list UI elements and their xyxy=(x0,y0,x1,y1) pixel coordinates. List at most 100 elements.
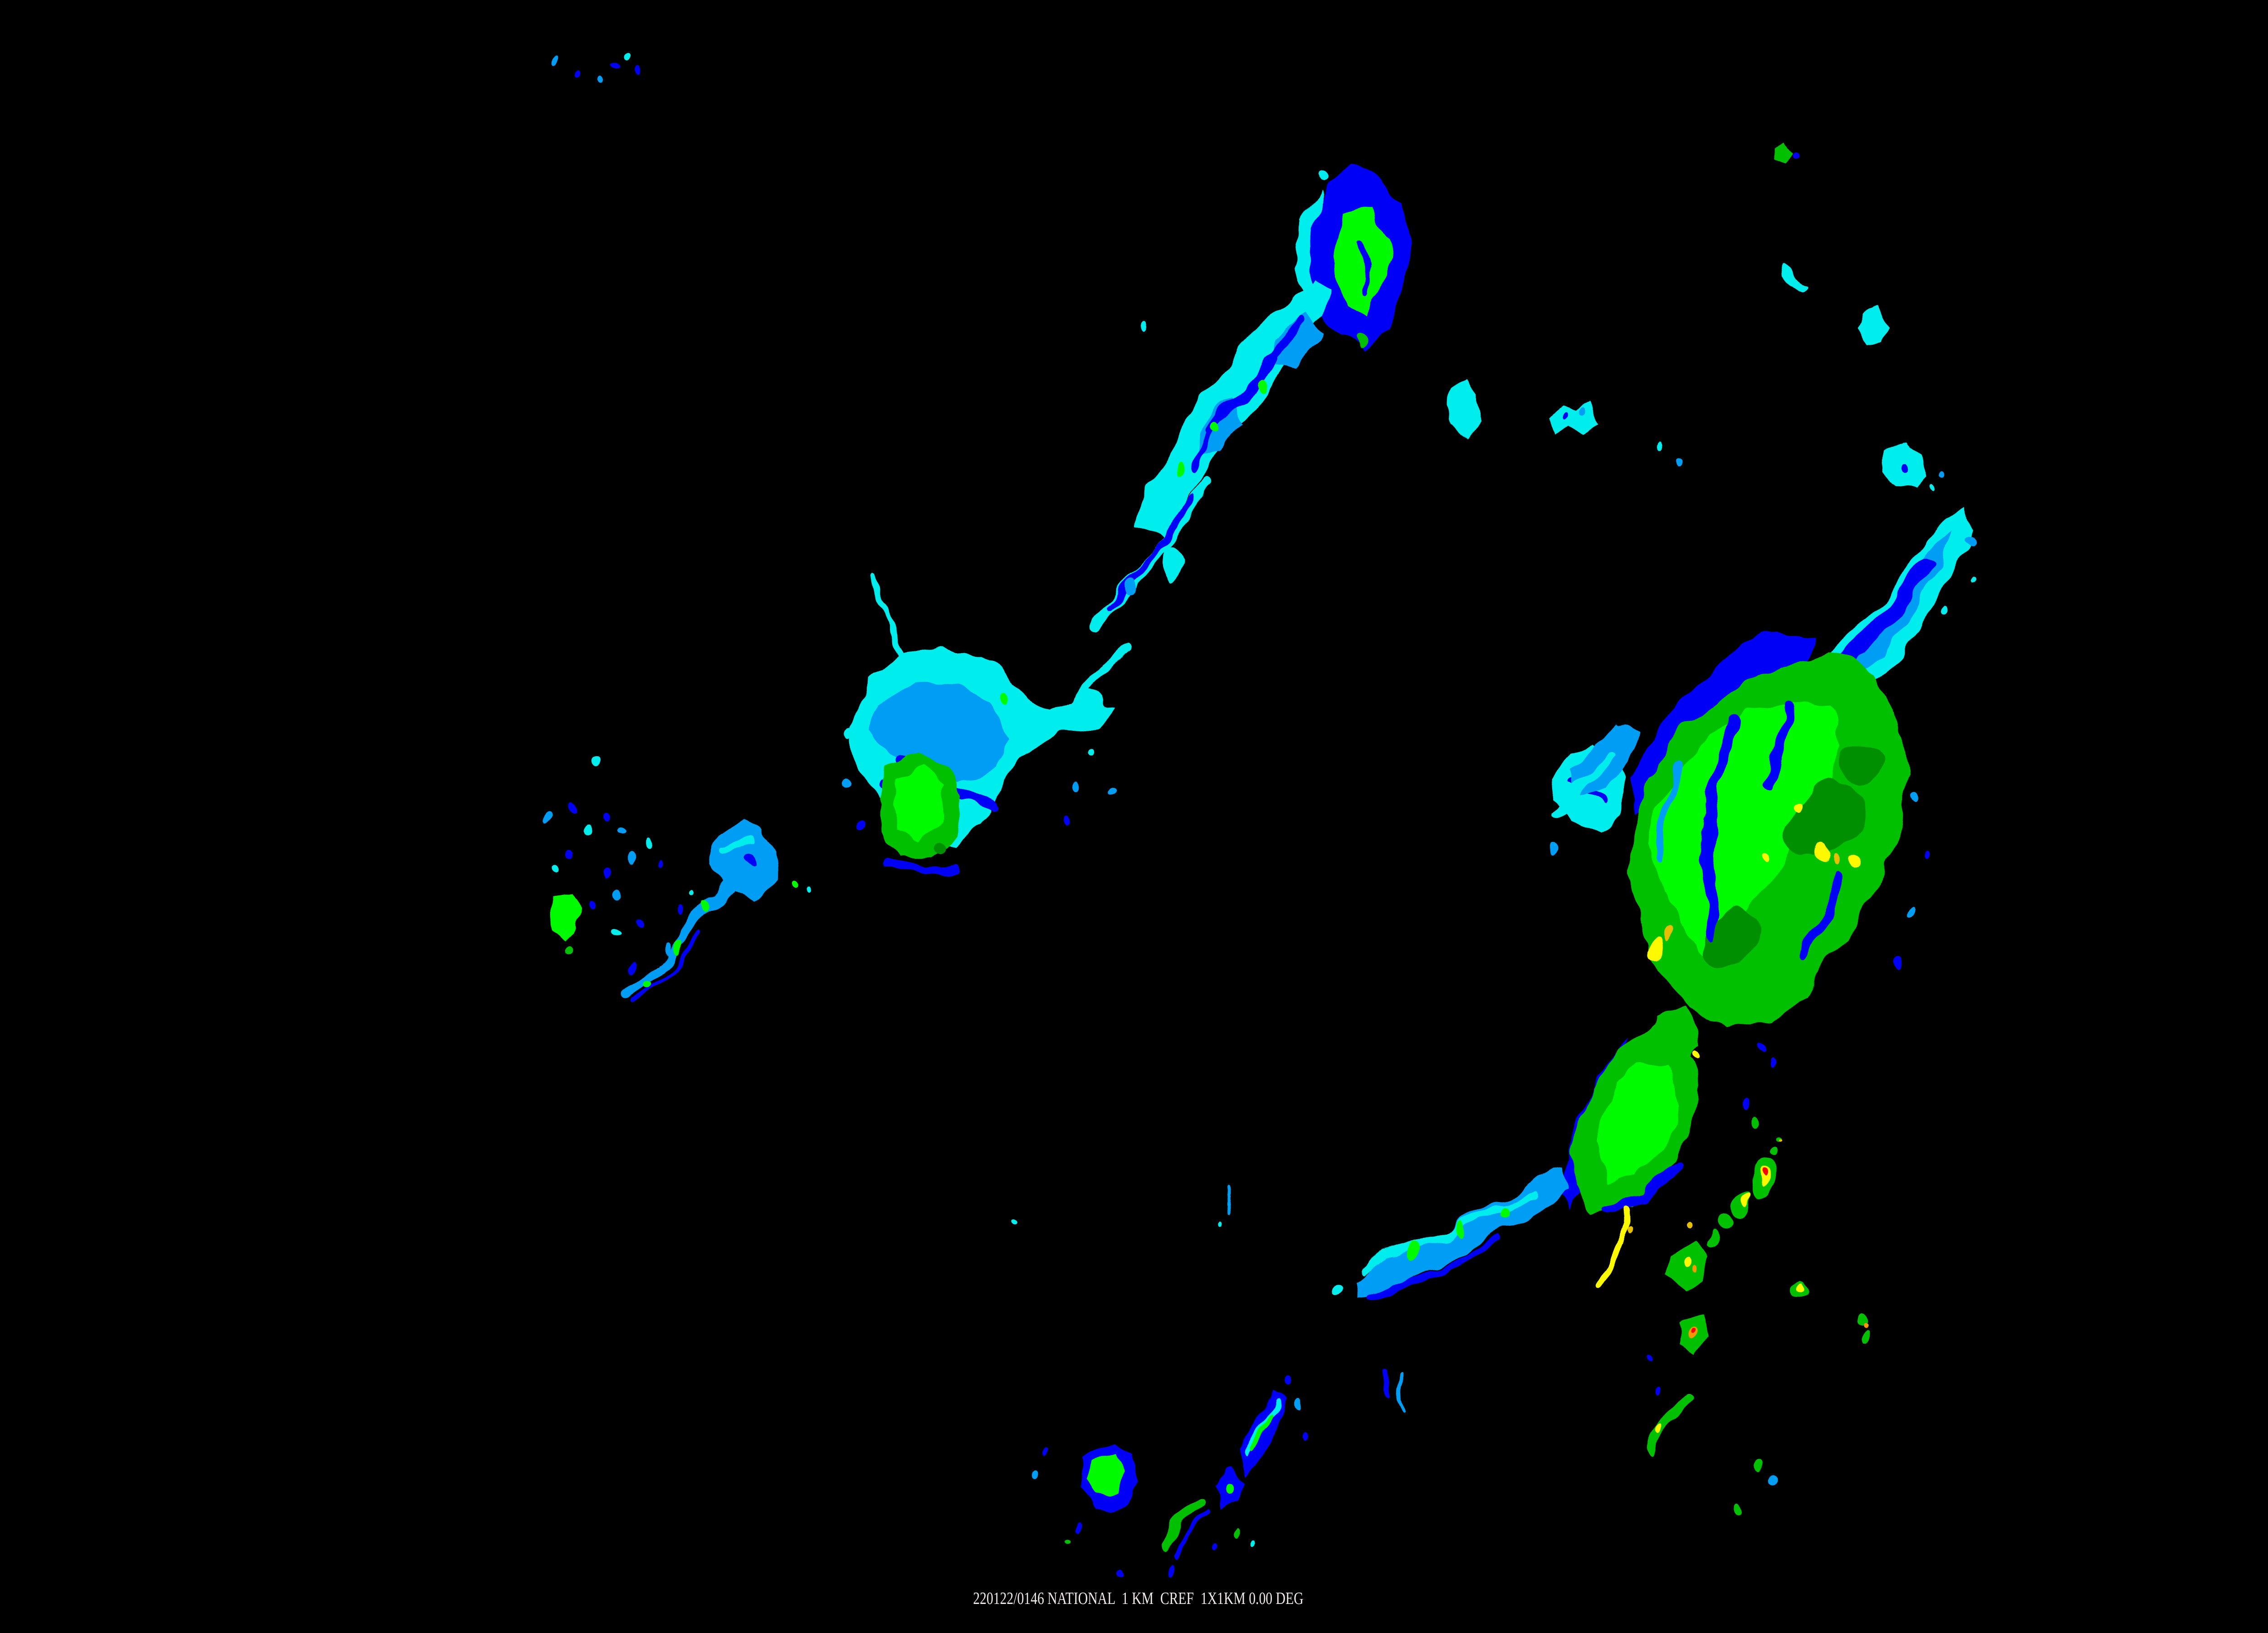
echo-cell-east-yellow xyxy=(1801,1285,1808,1292)
echo-topleft-speck xyxy=(551,54,558,63)
echo-cell-right xyxy=(1858,1334,1867,1345)
echo-west-speck xyxy=(552,866,559,875)
echo-botarc-speck xyxy=(1210,1542,1217,1550)
echo-midwest-speck xyxy=(841,778,849,789)
echo-midwest-tendril xyxy=(873,570,904,660)
echo-storm-gold xyxy=(1833,863,1841,872)
echo-tail-blue-edge xyxy=(1366,1237,1505,1299)
echo-midwest-speck xyxy=(1062,816,1070,825)
echo-storm-yellow xyxy=(1694,1053,1702,1062)
echo-storm-east-speck xyxy=(1907,903,1915,912)
echo-cell-speck xyxy=(1658,1383,1664,1390)
echo-storm-south-bright xyxy=(1593,1060,1678,1183)
echo-cell-cluster-orange xyxy=(1696,1266,1701,1274)
echo-arc-speck xyxy=(1147,321,1153,328)
echo-botarc-nstreak xyxy=(1224,1183,1232,1214)
echo-storm-yellow xyxy=(1757,848,1765,857)
echo-blob-wavy-speck xyxy=(1579,410,1585,417)
echo-topleft-speck xyxy=(634,66,642,75)
echo-cell-chain xyxy=(1706,1232,1718,1247)
echo-cell-streak-yellow xyxy=(1661,1426,1667,1433)
echo-west-chain-core xyxy=(642,974,651,985)
echo-ne-speck xyxy=(1678,454,1684,461)
echo-cell-chain xyxy=(1770,1149,1779,1159)
echo-storm-east-speck xyxy=(1893,957,1901,966)
echo-tail-core xyxy=(1500,1206,1510,1218)
echo-arc-tail-streak xyxy=(1108,497,1197,613)
echo-blob-cyan xyxy=(1450,374,1480,439)
echo-arc-band-core xyxy=(1216,426,1225,437)
echo-ne-streak xyxy=(1780,269,1806,288)
echo-cell-flank xyxy=(1758,1041,1764,1049)
echo-botarc-streak xyxy=(1158,1497,1204,1548)
echo-west-speck xyxy=(617,826,625,836)
echo-west-green-blob xyxy=(548,893,584,940)
echo-midwest-speck xyxy=(846,728,855,738)
echo-storm-east-speck xyxy=(1912,793,1921,804)
echo-west-speck xyxy=(543,815,552,826)
echo-cell-speck xyxy=(1647,1355,1653,1363)
echo-botarc-cell-core xyxy=(1222,1481,1233,1494)
echo-storm-green-bright xyxy=(1650,693,1843,951)
echo-storm-tip-speck xyxy=(1928,483,1934,490)
echo-west-speck xyxy=(614,928,622,937)
radar-echo-layer xyxy=(543,53,1978,1579)
echo-west-speck xyxy=(563,801,571,810)
echo-cell-right-orange xyxy=(1857,1325,1862,1332)
echo-botarc-speck xyxy=(1232,1526,1238,1533)
echo-storm-darkgreen xyxy=(1784,778,1867,862)
echo-blob-wavy-speck xyxy=(1562,414,1568,421)
echo-west-speck xyxy=(677,910,684,919)
echo-tail-core xyxy=(1454,1223,1466,1237)
echo-west-speck xyxy=(692,893,698,900)
echo-arc-band-patch xyxy=(1271,312,1321,367)
echo-midwest-speck xyxy=(1005,702,1014,713)
echo-botarc-speck xyxy=(1164,1560,1172,1569)
echo-botarc-speck xyxy=(1301,1430,1307,1437)
echo-cell-tiny xyxy=(1768,1472,1776,1481)
echo-arc-band-core xyxy=(1256,378,1267,391)
echo-storm-neband-speck xyxy=(1944,609,1951,618)
echo-storm-darkgreen xyxy=(1841,742,1887,782)
echo-arc-speck xyxy=(1129,579,1139,590)
echo-cell-tiny xyxy=(1753,1461,1762,1472)
echo-arc-band-streak xyxy=(1191,356,1279,472)
echo-botarc-speck xyxy=(1295,1400,1302,1409)
echo-cell-right xyxy=(1851,1314,1863,1328)
echo-cell-redcore-red xyxy=(1759,1172,1765,1179)
echo-botarc-speck xyxy=(1064,1535,1070,1542)
echo-west-green-speck xyxy=(560,946,568,955)
echo-botarc-diag-green xyxy=(1251,1413,1272,1451)
echo-botarc-rstreak xyxy=(1398,1377,1405,1410)
echo-topleft-speck xyxy=(602,82,608,89)
echo-storm-south-yellow xyxy=(1599,1208,1628,1285)
echo-storm-neband-speck xyxy=(1971,581,1978,588)
echo-west-chain-streak xyxy=(627,937,700,1004)
echo-cell-flank xyxy=(1780,1139,1784,1144)
product-caption: 220122/0146 NATIONAL 1 KM CREF 1X1KM 0.0… xyxy=(973,1589,1303,1608)
echo-cell-flank xyxy=(1753,1116,1762,1127)
echo-west-speck xyxy=(596,757,606,768)
echo-arc-blob-tip xyxy=(1352,336,1364,350)
echo-west-speck xyxy=(614,891,622,902)
echo-arc-patch xyxy=(1163,541,1184,584)
echo-cell-tiny xyxy=(1738,1509,1746,1518)
echo-west-speck xyxy=(603,808,611,817)
echo-storm-yellow xyxy=(1650,940,1667,962)
echo-tail-cyan-edge xyxy=(1358,1190,1540,1274)
echo-west-speck xyxy=(568,847,577,858)
echo-west-mass-streak xyxy=(723,835,760,849)
echo-cell-chain xyxy=(1718,1213,1735,1233)
echo-west-mass-speck xyxy=(747,851,756,862)
echo-storm-tip-speck xyxy=(1901,464,1909,473)
echo-botarc-speck xyxy=(1283,1378,1291,1387)
echo-botarc-rstreak xyxy=(1384,1369,1394,1403)
echo-storm-tip-speck xyxy=(1942,472,1948,479)
echo-west-speck xyxy=(591,903,599,912)
echo-botarc-speck xyxy=(1119,1571,1126,1579)
echo-botarc-nspeck xyxy=(1218,1218,1223,1224)
echo-midwest-mass xyxy=(873,682,1009,784)
echo-stray-speck xyxy=(790,881,797,890)
